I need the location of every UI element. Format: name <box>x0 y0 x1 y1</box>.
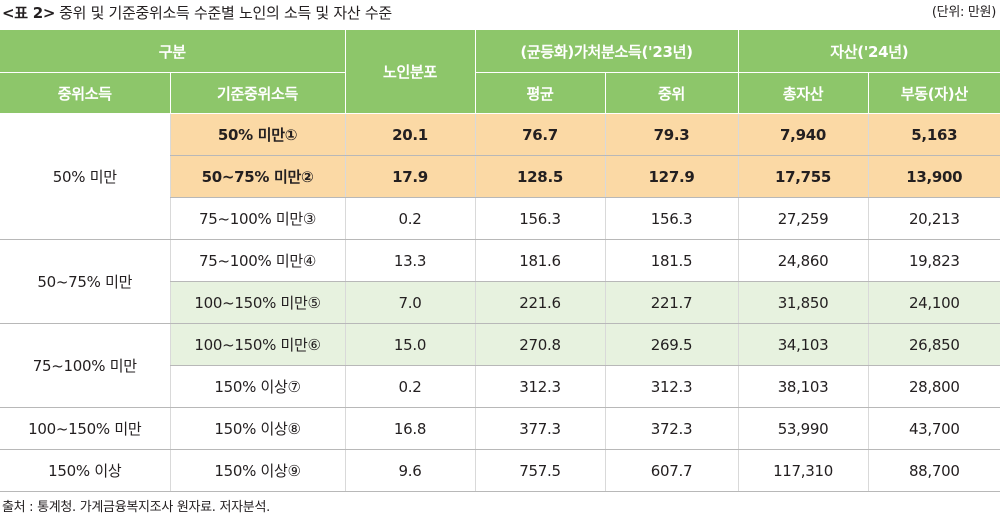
cell-mean: 757.5 <box>474 449 606 492</box>
cell-total-assets: 27,259 <box>737 197 869 240</box>
cell-distribution: 16.8 <box>344 407 476 450</box>
cell-median: 372.3 <box>604 407 739 450</box>
cell-real-estate: 19,823 <box>867 239 1000 282</box>
cell-real-estate: 28,800 <box>867 365 1000 408</box>
cell-real-estate: 5,163 <box>867 113 1000 156</box>
cell-median: 269.5 <box>604 323 739 366</box>
header-total-assets: 총자산 <box>737 72 869 114</box>
cell-standard-median: 50% 미만① <box>169 113 346 156</box>
cell-median: 607.7 <box>604 449 739 492</box>
cell-mean: 221.6 <box>474 281 606 324</box>
cell-total-assets: 38,103 <box>737 365 869 408</box>
header-disposable-income: (균등화)가처분소득('23년) <box>474 30 739 73</box>
table-row: 50% 미만 50% 미만① 20.1 76.7 79.3 7,940 5,16… <box>0 113 1000 240</box>
cell-median: 156.3 <box>604 197 739 240</box>
cell-total-assets: 53,990 <box>737 407 869 450</box>
header-median-income: 중위소득 <box>0 72 170 114</box>
cell-total-assets: 34,103 <box>737 323 869 366</box>
cell-mean: 312.3 <box>474 365 606 408</box>
cell-real-estate: 43,700 <box>867 407 1000 450</box>
cell-median: 181.5 <box>604 239 739 282</box>
cell-mean: 181.6 <box>474 239 606 282</box>
cell-real-estate: 20,213 <box>867 197 1000 240</box>
table-row: 150% 이상 150% 이상⑨ 9.6 757.5 607.7 117,310… <box>0 449 1000 492</box>
data-table: 구분 노인분포 (균등화)가처분소득('23년) 자산('24년) 중위소득 기… <box>0 30 1000 492</box>
cell-mean: 377.3 <box>474 407 606 450</box>
cell-mean: 128.5 <box>474 155 606 198</box>
table-row: 50~75% 미만② 17.9 128.5 127.9 17,755 13,90… <box>0 155 1000 198</box>
cell-distribution: 13.3 <box>344 239 476 282</box>
cell-standard-median: 150% 이상⑧ <box>169 407 346 450</box>
cell-total-assets: 7,940 <box>737 113 869 156</box>
table-row: 50~75% 미만 75~100% 미만④ 13.3 181.6 181.5 2… <box>0 239 1000 324</box>
table-row: 100~150% 미만⑤ 7.0 221.6 221.7 31,850 24,1… <box>0 281 1000 324</box>
table-row: 75~100% 미만③ 0.2 156.3 156.3 27,259 20,21… <box>0 197 1000 240</box>
table-row: 75~100% 미만 100~150% 미만⑥ 15.0 270.8 269.5… <box>0 323 1000 408</box>
table-row: 100~150% 미만 150% 이상⑧ 16.8 377.3 372.3 53… <box>0 407 1000 450</box>
group-cell: 50% 미만 <box>0 113 170 240</box>
cell-distribution: 0.2 <box>344 365 476 408</box>
cell-real-estate: 26,850 <box>867 323 1000 366</box>
cell-total-assets: 17,755 <box>737 155 869 198</box>
cell-mean: 156.3 <box>474 197 606 240</box>
cell-standard-median: 50~75% 미만② <box>169 155 346 198</box>
cell-standard-median: 100~150% 미만⑤ <box>169 281 346 324</box>
cell-distribution: 15.0 <box>344 323 476 366</box>
cell-distribution: 17.9 <box>344 155 476 198</box>
cell-distribution: 0.2 <box>344 197 476 240</box>
cell-median: 312.3 <box>604 365 739 408</box>
cell-mean: 270.8 <box>474 323 606 366</box>
cell-distribution: 20.1 <box>344 113 476 156</box>
source-note: 출처 : 통계청. 가계금융복지조사 원자료. 저자분석. <box>2 500 270 515</box>
cell-total-assets: 24,860 <box>737 239 869 282</box>
cell-real-estate: 13,900 <box>867 155 1000 198</box>
cell-total-assets: 117,310 <box>737 449 869 492</box>
cell-standard-median: 75~100% 미만④ <box>169 239 346 282</box>
table-row: 150% 이상⑦ 0.2 312.3 312.3 38,103 28,800 <box>0 365 1000 408</box>
group-cell: 50~75% 미만 <box>0 239 170 324</box>
unit-note: (단위: 만원) <box>931 5 996 20</box>
table-title: 중위 및 기준중위소득 수준별 노인의 소득 및 자산 수준 <box>59 4 392 22</box>
header-real-estate: 부동(자)산 <box>867 72 1000 114</box>
cell-standard-median: 75~100% 미만③ <box>169 197 346 240</box>
header-assets: 자산('24년) <box>737 30 1000 73</box>
cell-standard-median: 100~150% 미만⑥ <box>169 323 346 366</box>
cell-median: 221.7 <box>604 281 739 324</box>
cell-standard-median: 150% 이상⑦ <box>169 365 346 408</box>
cell-real-estate: 24,100 <box>867 281 1000 324</box>
header-standard-median-income: 기준중위소득 <box>169 72 346 114</box>
cell-distribution: 7.0 <box>344 281 476 324</box>
cell-real-estate: 88,700 <box>867 449 1000 492</box>
cell-median: 127.9 <box>604 155 739 198</box>
group-cell: 150% 이상 <box>0 449 170 492</box>
table-number: <표 2> <box>2 4 56 22</box>
cell-standard-median: 150% 이상⑨ <box>169 449 346 492</box>
header-gubun: 구분 <box>0 30 346 73</box>
cell-total-assets: 31,850 <box>737 281 869 324</box>
table-caption: <표 2> 중위 및 기준중위소득 수준별 노인의 소득 및 자산 수준 <box>2 0 392 26</box>
group-cell: 75~100% 미만 <box>0 323 170 408</box>
cell-median: 79.3 <box>604 113 739 156</box>
header-mean: 평균 <box>474 72 606 114</box>
header-elderly-distribution: 노인분포 <box>344 30 476 114</box>
group-cell: 100~150% 미만 <box>0 407 170 450</box>
cell-mean: 76.7 <box>474 113 606 156</box>
header-median: 중위 <box>604 72 739 114</box>
cell-distribution: 9.6 <box>344 449 476 492</box>
